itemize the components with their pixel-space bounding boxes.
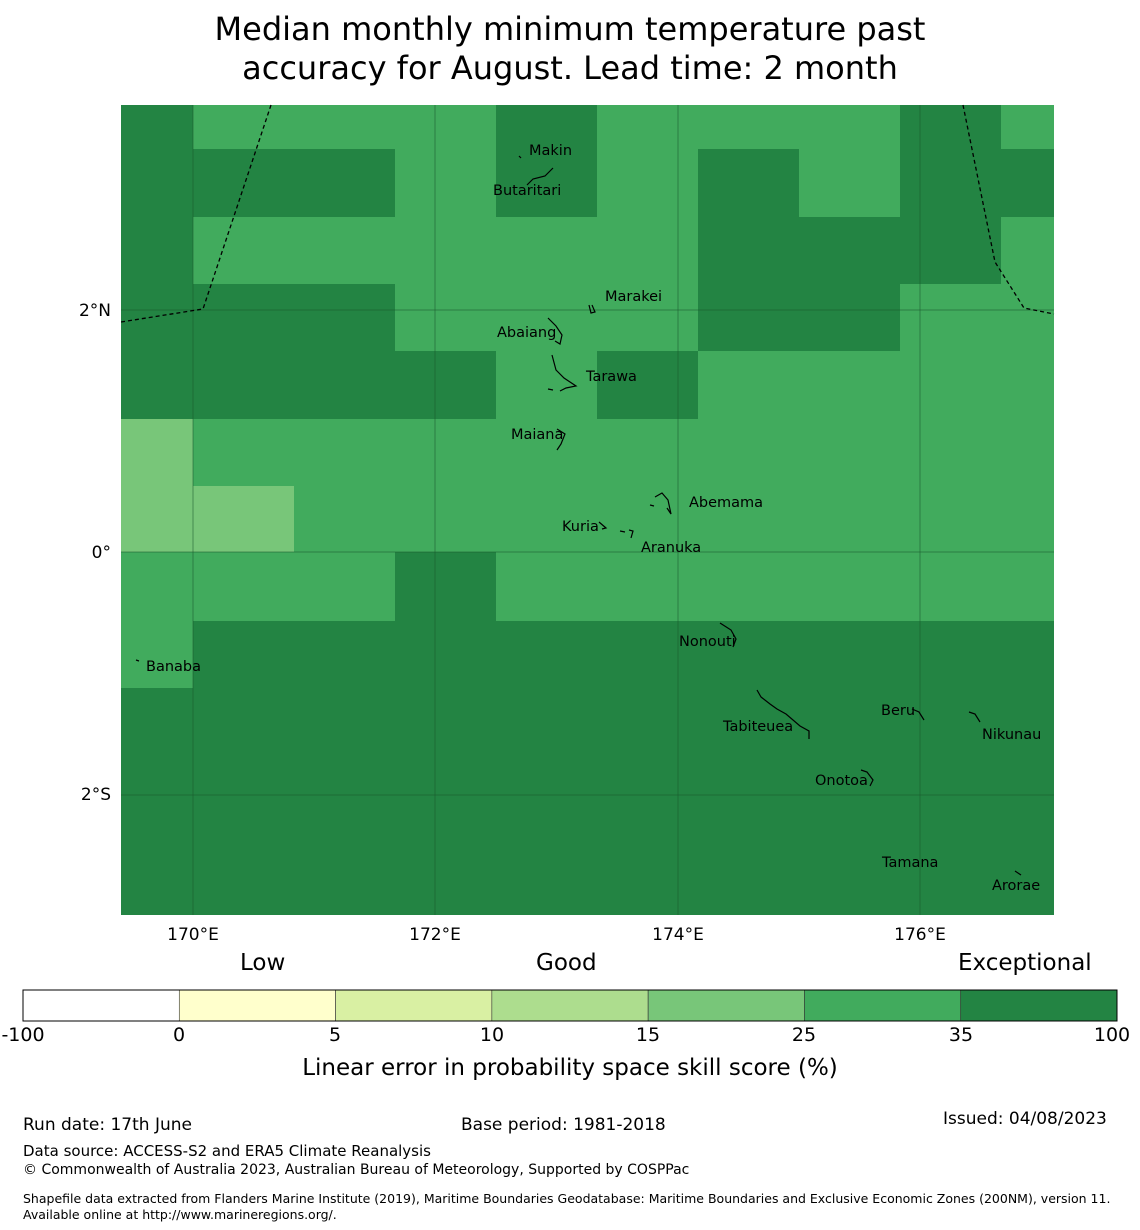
colorbar-heading-good: Good (536, 950, 597, 976)
colorbar-swatch (22, 989, 180, 1022)
lon-axis: 170°E 172°E 174°E 176°E (167, 925, 946, 945)
title-line-2: accuracy for August. Lead time: 2 month (242, 49, 898, 87)
graticule (121, 105, 1054, 915)
place-label: Nikunau (982, 727, 1041, 743)
lon-tick: 174°E (652, 925, 704, 945)
colorbar-label: Linear error in probability space skill … (302, 1055, 838, 1081)
place-label: Butaritari (493, 183, 561, 199)
colorbar-tick: 15 (635, 1024, 661, 1046)
colorbar-swatch (647, 989, 805, 1022)
place-labels: Makin Butaritari Marakei Abaiang Tarawa … (146, 143, 1041, 894)
colorbar-heading-exceptional: Exceptional (958, 950, 1092, 976)
island-outlines (135, 155, 1022, 876)
shapefile-credit: Shapefile data extracted from Flanders M… (23, 1191, 1111, 1222)
eez-boundary (120, 104, 1055, 323)
colorbar-swatch (178, 989, 336, 1022)
colorbar-tick: 10 (479, 1024, 505, 1046)
colorbar-heading-low: Low (240, 950, 286, 976)
place-label: Maiana (511, 427, 563, 443)
run-date: Run date: 17th June (23, 1115, 192, 1135)
colorbar-tick: -100 (1, 1024, 45, 1046)
lon-tick: 176°E (894, 925, 946, 945)
colorbar-tick: 0 (172, 1024, 186, 1046)
lat-tick: 0° (92, 543, 111, 563)
issued-date: Issued: 04/08/2023 (943, 1109, 1107, 1129)
map-title: Median monthly minimum temperature past … (0, 10, 1140, 88)
place-label: Aranuka (641, 540, 701, 556)
place-label: Beru (881, 703, 915, 719)
colorbar-tick: 35 (948, 1024, 974, 1046)
colorbar-tick: 100 (1093, 1024, 1131, 1046)
lat-tick: 2°N (79, 301, 111, 321)
lon-tick: 170°E (167, 925, 219, 945)
base-period: Base period: 1981-2018 (461, 1115, 666, 1135)
colorbar-tick: 25 (791, 1024, 817, 1046)
place-label: Abemama (689, 495, 763, 511)
copyright: © Commonwealth of Australia 2023, Austra… (23, 1162, 690, 1178)
lat-axis: 2°N 0° 2°S (79, 301, 111, 805)
colorbar-swatch (960, 989, 1118, 1022)
place-label: Marakei (605, 289, 662, 305)
skill-cells-15-25 (121, 419, 294, 552)
data-source: Data source: ACCESS-S2 and ERA5 Climate … (23, 1142, 431, 1160)
place-label: Nonouti (679, 634, 736, 650)
colorbar-frame (22, 989, 1118, 1022)
skill-cells-25-35 (121, 105, 1054, 688)
place-label: Tarawa (585, 369, 637, 385)
colorbar (22, 989, 1118, 1022)
place-label: Abaiang (497, 325, 556, 341)
place-label: Arorae (992, 878, 1040, 894)
colorbar-swatch (491, 989, 649, 1022)
title-line-1: Median monthly minimum temperature past (214, 10, 926, 48)
place-label: Onotoa (815, 773, 868, 789)
colorbar-swatch (804, 989, 962, 1022)
place-label: Kuria (562, 519, 599, 535)
place-label: Banaba (146, 659, 201, 675)
lon-tick: 172°E (409, 925, 461, 945)
lat-tick: 2°S (81, 785, 111, 805)
place-label: Tabiteuea (722, 719, 793, 735)
colorbar-swatch (335, 989, 493, 1022)
place-label: Tamana (881, 855, 938, 871)
colorbar-tick: 5 (328, 1024, 342, 1046)
place-label: Makin (529, 143, 572, 159)
